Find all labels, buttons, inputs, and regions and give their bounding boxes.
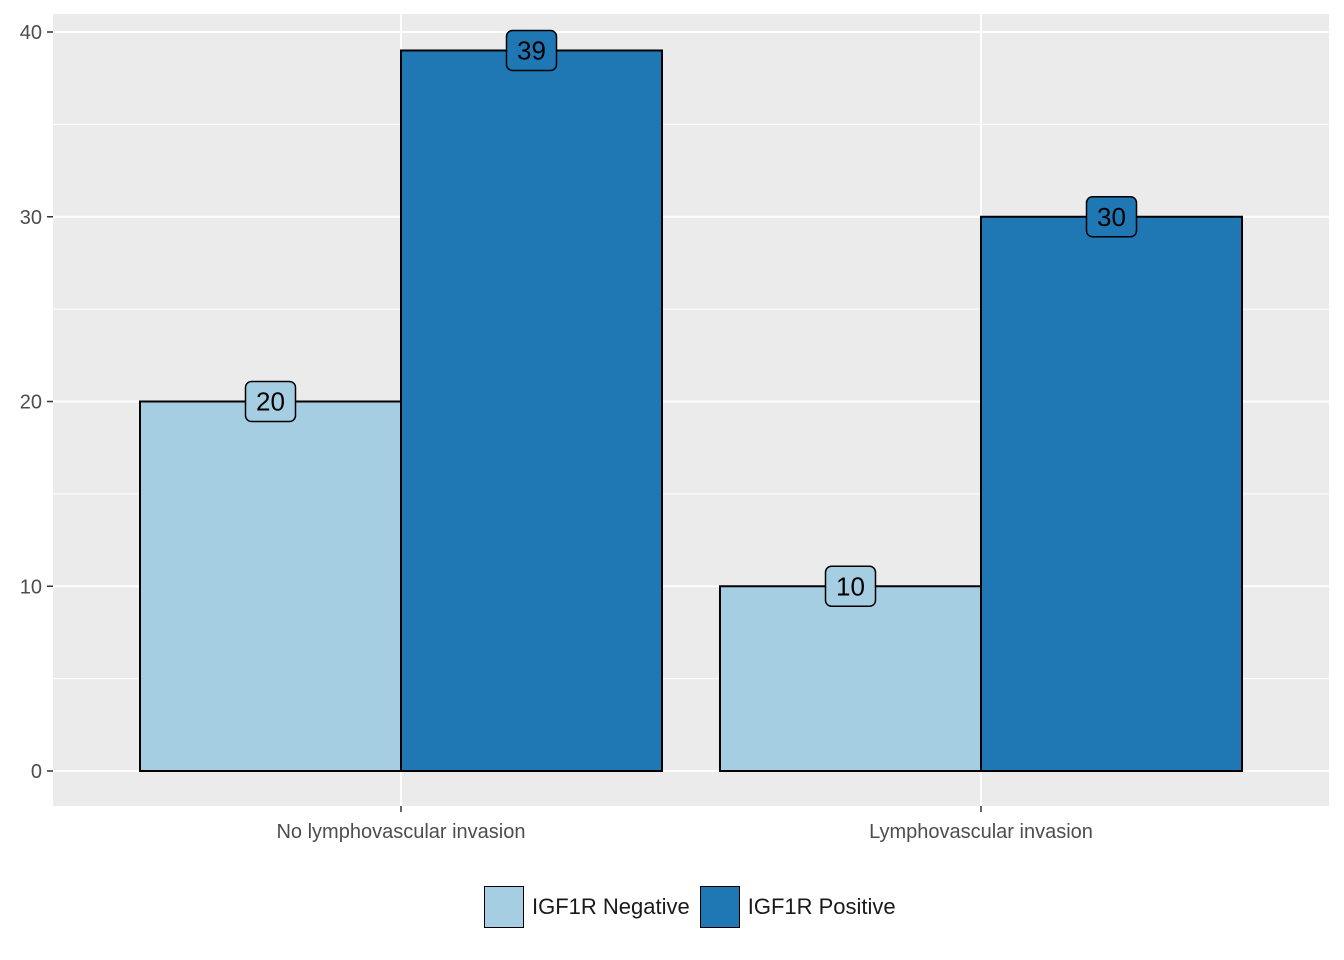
legend-label-positive: IGF1R Positive xyxy=(747,894,896,919)
data-label-box xyxy=(505,29,558,72)
y-tick-label: 0 xyxy=(31,761,42,783)
data-label-box xyxy=(1085,196,1138,238)
legend-label-negative: IGF1R Negative xyxy=(532,894,690,919)
y-tick-label: 30 xyxy=(20,207,42,229)
data-label: 20 xyxy=(256,387,285,417)
bar xyxy=(980,215,1243,772)
data-label-box xyxy=(824,565,877,607)
data-label: 30 xyxy=(1097,202,1126,232)
bar xyxy=(139,400,402,772)
y-tick-label: 40 xyxy=(20,22,42,44)
data-label: 10 xyxy=(836,571,865,601)
legend-item-negative: IGF1R Negative xyxy=(484,886,690,928)
data-labels: 20 39 10 30 xyxy=(244,29,1138,607)
legend-item-positive: IGF1R Positive xyxy=(699,886,896,928)
y-tick-label: 10 xyxy=(20,576,42,598)
legend-key-negative xyxy=(484,886,524,928)
y-tick-label: 20 xyxy=(20,392,42,414)
x-axis: No lymphovascular invasion Lymphovascular… xyxy=(276,806,1093,843)
bars xyxy=(139,49,1243,773)
bar xyxy=(400,49,663,773)
bar xyxy=(719,585,982,772)
data-label: 39 xyxy=(517,35,546,65)
y-axis: 0 10 20 30 40 xyxy=(20,22,53,783)
data-label-box xyxy=(244,380,297,423)
x-tick-label: No lymphovascular invasion xyxy=(276,821,525,843)
legend-key-positive xyxy=(699,886,740,928)
legend: IGF1R Negative IGF1R Positive xyxy=(484,884,906,930)
x-tick-label: Lymphovascular invasion xyxy=(869,821,1093,843)
